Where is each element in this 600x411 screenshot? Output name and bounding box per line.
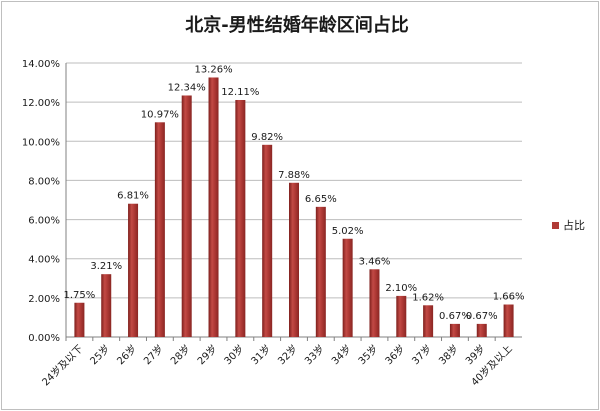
data-label: 5.02% [332,226,364,237]
x-tick-label: 38岁 [436,342,461,367]
data-label: 2.10% [385,283,417,294]
x-tick-label: 28岁 [168,342,193,367]
bar [503,304,514,337]
data-label: 3.21% [90,261,122,272]
y-tick-label: 14.00% [22,59,60,70]
bar [128,203,139,337]
x-tick-label: 39岁 [463,342,488,367]
x-tick-label: 24岁及以下 [39,342,85,388]
bar [342,238,353,337]
data-label: 7.88% [278,170,310,181]
bar [74,302,85,337]
bar [289,182,299,337]
bar [262,144,273,337]
bar [181,95,192,337]
bar [423,305,434,337]
bar [154,122,165,338]
data-label: 0.67% [466,311,498,322]
x-tick-label: 32岁 [275,342,300,367]
bar [449,323,460,337]
bar [208,77,219,338]
x-tick-label: 31岁 [248,342,273,367]
x-tick-label: 35岁 [355,342,380,367]
data-label: 6.81% [117,191,149,202]
chart-title: 北京-男性结婚年龄区间占比 [185,14,408,36]
y-tick-label: 2.00% [28,294,60,305]
legend-swatch [552,222,559,229]
data-label: 3.46% [359,256,391,267]
x-tick-label: 29岁 [194,342,219,367]
bar [235,99,246,338]
y-tick-label: 12.00% [22,98,60,109]
y-tick-label: 8.00% [28,176,60,187]
bar [369,269,380,337]
legend-label: 占比 [563,218,585,232]
x-tick-label: 33岁 [302,342,327,367]
data-label: 10.97% [141,109,179,120]
bar [101,274,112,337]
x-tick-label: 25岁 [87,342,112,367]
x-tick-label: 37岁 [409,342,434,367]
y-tick-label: 10.00% [22,137,60,148]
data-label: 12.34% [168,82,206,93]
x-tick-label: 36岁 [382,342,407,367]
y-tick-label: 0.00% [28,333,60,344]
bar [396,295,407,337]
data-label: 6.65% [305,194,337,205]
data-label: 0.67% [439,311,471,322]
data-label: 1.75% [64,290,96,301]
bar [476,323,487,337]
x-tick-label: 26岁 [114,342,139,367]
data-label: 1.66% [493,292,525,303]
x-tick-label: 34岁 [329,342,354,367]
data-label: 1.62% [412,292,444,303]
y-tick-label: 6.00% [28,216,60,227]
y-tick-label: 4.00% [28,255,60,266]
x-tick-label: 27岁 [141,342,166,367]
bar [315,206,326,337]
data-label: 9.82% [251,132,283,143]
x-tick-label: 30岁 [221,342,246,367]
data-label: 13.26% [194,64,232,75]
data-label: 12.11% [221,87,259,98]
